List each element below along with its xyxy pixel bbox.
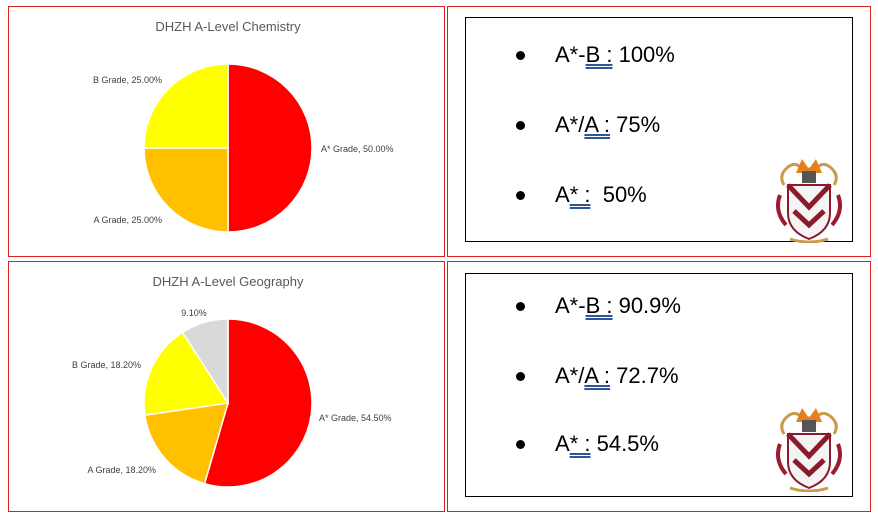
stat-line-a-star-a: A*/A : 75%	[466, 112, 660, 138]
stat-line-a-star-b: A*- B : 90.9%	[466, 293, 681, 319]
chemistry-stats-panel: A*- B : 100% A*/A : 75% A * : 50%	[447, 6, 871, 257]
bullet-icon	[516, 439, 525, 449]
pie-slice-1	[144, 402, 230, 485]
stat-line-a-star-a: A*/A : 72.7%	[466, 363, 679, 389]
slice-label-other: 9.10%	[181, 308, 207, 318]
pie-slice-1	[143, 147, 229, 233]
geography-stats-panel: A*- B : 90.9% A*/A : 72.7% A * : 54.5%	[447, 261, 871, 512]
pie-slice-0	[227, 63, 313, 233]
school-crest-icon	[776, 159, 842, 243]
pie-slice-2	[143, 331, 230, 416]
chart-title: DHZH A-Level Geography	[152, 274, 304, 289]
bullet-icon	[516, 301, 525, 311]
stat-line-a-star: A * : 54.5%	[466, 431, 659, 457]
geography-pie-chart: DHZH A-Level Geography A* Grade, 54.50% …	[72, 274, 392, 488]
chart-title: DHZH A-Level Chemistry	[155, 19, 301, 34]
bullet-icon	[516, 371, 525, 381]
bullet-icon	[516, 50, 525, 60]
bullet-icon	[516, 190, 525, 200]
stat-line-a-star: A * : 50%	[466, 182, 647, 208]
pie-slice-2	[143, 63, 229, 149]
slice-label-a: A Grade, 18.20%	[87, 465, 156, 475]
slice-label-b: B Grade, 18.20%	[72, 360, 141, 370]
slice-label-b: B Grade, 25.00%	[93, 75, 162, 85]
pie-slice-3	[181, 318, 229, 406]
slice-label-a: A Grade, 25.00%	[93, 215, 162, 225]
geography-chart-panel: DHZH A-Level Geography A* Grade, 54.50% …	[8, 261, 445, 512]
school-crest-icon	[776, 408, 842, 492]
chemistry-stats-box: A*- B : 100% A*/A : 75% A * : 50%	[465, 17, 853, 243]
chemistry-pie-chart: DHZH A-Level Chemistry A* Grade, 50.00% …	[93, 19, 394, 233]
stat-line-a-star-b: A*- B : 100%	[466, 42, 675, 68]
chemistry-chart-panel: DHZH A-Level Chemistry A* Grade, 50.00% …	[8, 6, 445, 257]
bullet-icon	[516, 120, 525, 130]
geography-stats-box: A*- B : 90.9% A*/A : 72.7% A * : 54.5%	[465, 273, 853, 497]
slice-label-a-star: A* Grade, 50.00%	[321, 144, 394, 154]
pie-slice-0	[203, 318, 313, 488]
slice-label-a-star: A* Grade, 54.50%	[319, 413, 392, 423]
